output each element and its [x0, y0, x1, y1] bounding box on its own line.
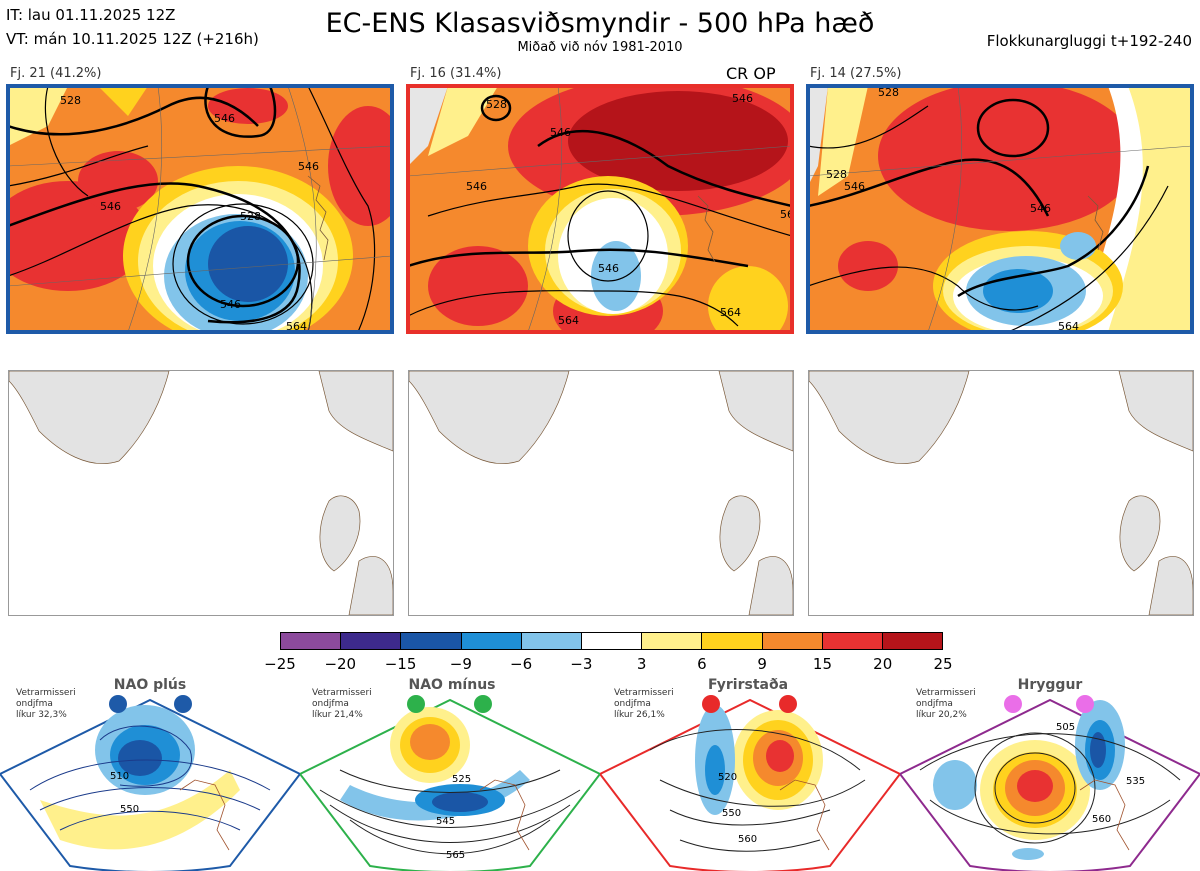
regime-3-note-line: líkur 26,1% [614, 710, 665, 720]
cluster-3-map: 528 528 546 546 564 [808, 86, 1192, 332]
cluster-2-contour-label: 528 [486, 98, 507, 111]
colorbar-tick-label: −20 [324, 655, 357, 673]
regime-3-contour-label: 560 [738, 834, 757, 845]
colorbar-tick-label: 20 [873, 655, 893, 673]
regime-3-note-line: Vetrarmisseri [614, 688, 674, 698]
colorbar-tick-label: −25 [264, 655, 296, 673]
empty-map-3 [808, 370, 1194, 616]
regime-4-map: 505 535 560 [900, 695, 1200, 871]
colorbar-segment [581, 633, 643, 649]
colorbar-segment [401, 633, 462, 649]
regime-2-contour-label: 565 [446, 850, 465, 861]
regime-3-note-line: ondjfma [614, 699, 651, 709]
regime-4-note-line: líkur 20,2% [916, 710, 967, 720]
cluster-3-contour-label: 528 [826, 168, 847, 181]
cluster-2-map: 528 546 546 546 546 564 564 56 [408, 86, 792, 332]
cluster-1-contour-label: 528 [60, 94, 81, 107]
regime-4-note-line: ondjfma [916, 699, 953, 709]
cluster-1-contour-label: 564 [286, 320, 307, 332]
climatology-subtitle: Miðað við nóv 1981-2010 [517, 40, 683, 55]
cluster-2-contour-label: 546 [550, 126, 571, 139]
colorbar-tick-label: −9 [449, 655, 472, 673]
colorbar [280, 632, 943, 650]
colorbar-tick-label: −3 [570, 655, 593, 673]
colorbar-segment [642, 633, 703, 649]
regime-3-map: 520 550 560 [600, 695, 900, 871]
colorbar-segment [822, 633, 883, 649]
regime-2-note-line: Vetrarmisseri [312, 688, 372, 698]
cluster-1-contour-label: 546 [100, 200, 121, 213]
cluster-window: Flokkunargluggi t+192-240 [986, 32, 1192, 50]
colorbar-segment [281, 633, 342, 649]
cluster-2-contour-label: 564 [720, 306, 741, 319]
regime-2-note-line: líkur 21,4% [312, 710, 363, 720]
regime-4-contour-label: 560 [1092, 814, 1111, 825]
page-title: EC-ENS Klasasviðsmyndir - 500 hPa hæð [325, 8, 875, 39]
regime-1-note-line: ondjfma [16, 699, 53, 709]
regime-2-note: Vetrarmisseri ondjfma líkur 21,4% [312, 688, 372, 721]
regime-3-name: Fyrirstaða [707, 677, 789, 693]
regime-3-contour-label: 520 [718, 772, 737, 783]
regime-1-note-line: Vetrarmisseri [16, 688, 76, 698]
regime-1-contour-label: 550 [120, 804, 139, 815]
cluster-3-label: Fj. 14 (27.5%) [810, 66, 902, 81]
cluster-1-label: Fj. 21 (41.2%) [10, 66, 102, 81]
regime-2-contour-label: 545 [436, 816, 455, 827]
cluster-1-map: 528 546 546 546 528 546 564 [8, 86, 392, 332]
init-time: IT: lau 01.11.2025 12Z [6, 6, 176, 24]
regime-1-map: 510 550 [0, 695, 300, 871]
regime-1-note: Vetrarmisseri ondjfma líkur 32,3% [16, 688, 76, 721]
cluster-2-contour-label: 546 [732, 92, 753, 105]
colorbar-segment [521, 633, 582, 649]
cluster-1-contour-label: 546 [220, 298, 241, 311]
cluster-3-contour-label: 546 [1030, 202, 1051, 215]
regime-1-name: NAO plús [113, 677, 187, 693]
colorbar-tick-label: 3 [636, 655, 647, 673]
colorbar-tick-label: 6 [697, 655, 707, 673]
colorbar-tick-label: 15 [812, 655, 832, 673]
cluster-2-contour-label: 564 [558, 314, 579, 327]
regime-2-contour-label: 525 [452, 774, 471, 785]
cluster-1-contour-label: 528 [240, 210, 261, 223]
regime-4-note: Vetrarmisseri ondjfma líkur 20,2% [916, 688, 976, 721]
cluster-2-contour-label: 546 [466, 180, 487, 193]
empty-map-1 [8, 370, 394, 616]
colorbar-tick-label: 25 [933, 655, 953, 673]
cluster-2-tag: CR OP [726, 64, 776, 83]
regime-2-map: 525 545 565 [300, 695, 600, 871]
regime-1-contour-label: 510 [110, 771, 129, 782]
cluster-3-contour-label: 546 [844, 180, 865, 193]
regime-2-name: NAO mínus [408, 677, 496, 693]
cluster-1-contour-label: 546 [214, 112, 235, 125]
colorbar-segment [702, 633, 763, 649]
colorbar-tick-label: 9 [757, 655, 767, 673]
regime-4-name: Hryggur [1017, 677, 1083, 693]
colorbar-segment [762, 633, 823, 649]
cluster-3-contour-label: 564 [1058, 320, 1079, 332]
regime-1-note-line: líkur 32,3% [16, 710, 67, 720]
regime-3-note: Vetrarmisseri ondjfma líkur 26,1% [614, 688, 674, 721]
empty-map-2 [408, 370, 794, 616]
regime-4-contour-label: 505 [1056, 722, 1075, 733]
colorbar-tick-label: −15 [384, 655, 417, 673]
colorbar-segment [882, 633, 943, 649]
regime-2-note-line: ondjfma [312, 699, 349, 709]
colorbar-tick-label: −6 [510, 655, 533, 673]
cluster-1-contour-label: 546 [298, 160, 319, 173]
cluster-2-label: Fj. 16 (31.4%) [410, 66, 502, 81]
regime-4-contour-label: 535 [1126, 776, 1145, 787]
colorbar-segment [341, 633, 402, 649]
valid-time: VT: mán 10.11.2025 12Z (+216h) [6, 30, 259, 48]
cluster-2-contour-label: 546 [598, 262, 619, 275]
cluster-2-contour-label: 56 [780, 208, 792, 221]
colorbar-segment [461, 633, 522, 649]
cluster-3-contour-label: 528 [878, 86, 899, 99]
regime-3-contour-label: 550 [722, 808, 741, 819]
regime-4-note-line: Vetrarmisseri [916, 688, 976, 698]
